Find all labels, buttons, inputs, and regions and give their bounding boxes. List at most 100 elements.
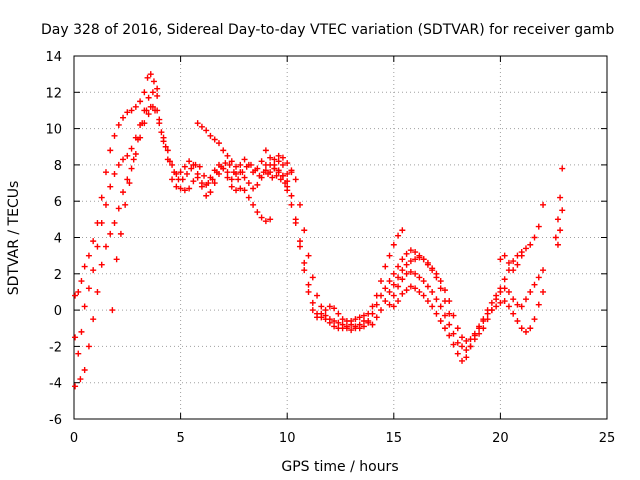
data-point: [399, 227, 406, 234]
data-point: [279, 161, 286, 168]
data-point: [390, 281, 397, 288]
data-point: [241, 156, 248, 163]
data-point: [81, 303, 88, 310]
data-point: [501, 285, 508, 292]
data-point: [395, 274, 402, 281]
data-point: [301, 267, 308, 274]
data-point: [386, 252, 393, 259]
data-point: [497, 256, 504, 263]
data-point: [390, 303, 397, 310]
data-point: [241, 187, 248, 194]
data-point: [471, 332, 478, 339]
data-point: [78, 278, 85, 285]
data-point: [403, 261, 410, 268]
data-point: [120, 156, 127, 163]
data-point: [141, 89, 148, 96]
data-point: [412, 256, 419, 263]
data-point: [228, 158, 235, 165]
data-point: [183, 170, 190, 177]
data-point: [233, 170, 240, 177]
data-point: [441, 325, 448, 332]
series-track-12: [386, 267, 547, 354]
data-point: [390, 241, 397, 248]
data-point: [262, 147, 269, 154]
data-point: [115, 161, 122, 168]
data-point: [407, 268, 414, 275]
data-point: [365, 319, 372, 326]
data-point: [132, 103, 139, 110]
chart-title: Day 328 of 2016, Sidereal Day-to-day VTE…: [41, 22, 614, 38]
data-point: [437, 317, 444, 324]
data-point: [128, 145, 135, 152]
data-point: [373, 301, 380, 308]
data-point: [527, 241, 534, 248]
data-point: [348, 321, 355, 328]
data-point: [390, 292, 397, 299]
data-point: [277, 176, 284, 183]
y-axis-label: SDTVAR / TECUs: [6, 181, 22, 296]
data-point: [258, 214, 265, 221]
data-point: [403, 287, 410, 294]
data-point: [275, 169, 282, 176]
data-point: [115, 121, 122, 128]
data-point: [124, 109, 131, 116]
data-point: [90, 316, 97, 323]
data-point: [399, 256, 406, 263]
data-point: [144, 74, 151, 81]
data-point: [205, 180, 212, 187]
data-point: [412, 249, 419, 256]
axis-ticks: 0 5 10 15 20 25 -6 -4 -2 0 2 4 6 8 10 12 14: [45, 50, 615, 446]
data-point: [399, 276, 406, 283]
data-point: [139, 120, 146, 127]
data-point: [220, 147, 227, 154]
data-point: [314, 292, 321, 299]
data-point: [459, 357, 466, 364]
data-point: [152, 107, 159, 114]
data-point: [510, 296, 517, 303]
grid-lines: [74, 56, 607, 419]
data-point: [254, 181, 261, 188]
data-point: [209, 176, 216, 183]
data-point: [207, 132, 214, 139]
data-point: [463, 337, 470, 344]
data-point: [386, 288, 393, 295]
data-point: [326, 316, 333, 323]
data-point: [237, 169, 244, 176]
data-point: [126, 180, 133, 187]
y-tick-label: 12: [45, 86, 62, 101]
data-point: [245, 180, 252, 187]
data-point: [169, 176, 176, 183]
data-point: [386, 301, 393, 308]
data-point: [81, 366, 88, 373]
data-point: [254, 209, 261, 216]
data-point: [188, 165, 195, 172]
data-point: [322, 307, 329, 314]
data-point: [228, 176, 235, 183]
data-point: [102, 243, 109, 250]
data-point: [459, 343, 466, 350]
data-point: [177, 185, 184, 192]
data-point: [514, 301, 521, 308]
data-point: [501, 252, 508, 259]
data-point: [510, 258, 517, 265]
x-tick-label: 0: [70, 431, 78, 446]
data-point: [250, 201, 257, 208]
data-point: [399, 290, 406, 297]
data-point: [339, 316, 346, 323]
data-point: [497, 288, 504, 295]
data-point: [271, 165, 278, 172]
data-point: [360, 312, 367, 319]
data-point: [94, 288, 101, 295]
data-point: [518, 303, 525, 310]
data-point: [181, 187, 188, 194]
data-point: [130, 156, 137, 163]
data-point: [262, 167, 269, 174]
data-point: [501, 276, 508, 283]
data-point: [72, 383, 79, 390]
data-point: [258, 158, 265, 165]
data-point: [245, 194, 252, 201]
data-point: [339, 321, 346, 328]
data-point: [113, 256, 120, 263]
data-point: [463, 354, 470, 361]
data-point: [476, 330, 483, 337]
